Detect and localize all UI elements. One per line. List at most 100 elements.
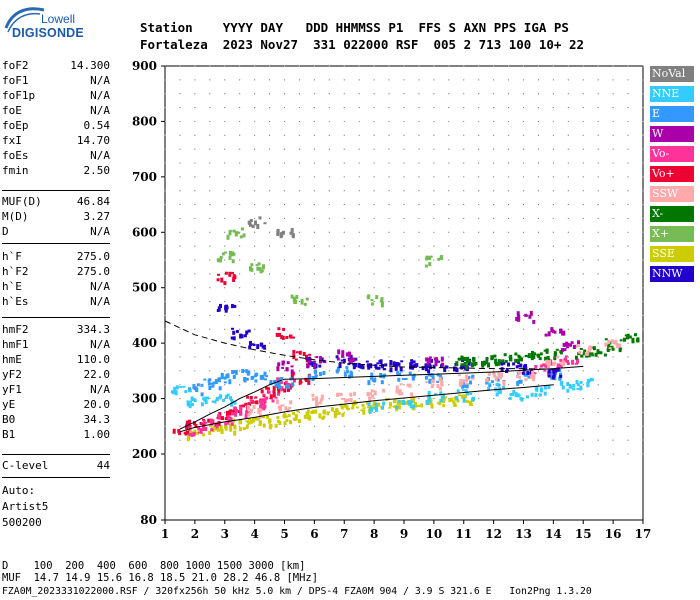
grid-dot — [612, 328, 614, 330]
grid-dot — [373, 356, 375, 358]
grid-dot — [448, 384, 450, 386]
grid-dot — [179, 120, 181, 123]
grid-dot — [343, 65, 345, 67]
grid-dot — [224, 314, 226, 317]
grid-dot — [343, 273, 345, 275]
grid-dot — [507, 300, 510, 303]
grid-dot — [418, 93, 420, 95]
grid-dot — [179, 79, 181, 81]
grid-dot — [313, 134, 315, 136]
grid-dot — [493, 245, 495, 247]
parameter-panel: foF2 14.300 foF1 N/A foF1p N/A foE N/A foEp 0.54 f… — [2, 58, 110, 178]
auto-code: 500200 — [2, 516, 42, 529]
grid-dot — [343, 176, 345, 178]
grid-dot — [298, 231, 301, 233]
grid-dot — [209, 79, 211, 81]
grid-dot — [597, 273, 599, 275]
grid-dot — [448, 259, 450, 261]
grid-dot — [298, 328, 301, 330]
grid-dot — [433, 162, 435, 164]
grid-dot — [179, 231, 181, 233]
param-name: fmin — [2, 164, 29, 177]
grid-dot — [373, 314, 375, 317]
echo-x-point — [545, 348, 563, 361]
grid-dot — [567, 190, 569, 192]
grid-dot — [463, 79, 465, 81]
grid-dot — [388, 356, 390, 358]
grid-dot — [522, 273, 525, 275]
grid-dot — [448, 342, 450, 344]
y-tick-label: 80 — [140, 513, 157, 527]
grid-dot — [582, 342, 584, 344]
grid-dot — [597, 79, 599, 81]
legend-item-nne: NNE — [650, 86, 694, 102]
grid-dot — [418, 217, 420, 220]
grid-dot — [507, 162, 510, 164]
grid-dot — [567, 397, 569, 400]
grid-dot — [448, 217, 450, 220]
grid-dot — [268, 411, 271, 414]
param-name: D — [2, 225, 9, 238]
grid-dot — [283, 176, 286, 178]
grid-dot — [298, 203, 301, 206]
grid-dot — [373, 162, 375, 164]
curve-solid-lower — [179, 384, 554, 433]
grid-dot — [254, 134, 256, 136]
grid-dot — [179, 273, 181, 275]
grid-dot — [448, 314, 450, 317]
grid-dot — [567, 314, 569, 317]
grid-dot — [179, 397, 181, 400]
grid-dot — [298, 190, 301, 192]
grid-dot — [612, 231, 614, 233]
grid-dot — [254, 439, 256, 441]
grid-dot — [448, 79, 450, 81]
grid-dot — [254, 217, 256, 220]
param-name: C-level — [2, 459, 49, 472]
grid-dot — [433, 217, 435, 220]
grid-dot — [552, 259, 554, 261]
grid-dot — [433, 356, 435, 358]
grid-dot — [358, 384, 360, 386]
grid-dot — [418, 134, 420, 136]
grid-dot — [597, 259, 599, 261]
grid-dot — [522, 411, 525, 414]
grid-dot — [403, 176, 405, 178]
grid-dot — [403, 203, 405, 206]
grid-dot — [642, 397, 644, 400]
grid-dot — [283, 134, 286, 136]
grid-dot — [627, 397, 629, 400]
param-name: B1 — [2, 428, 16, 441]
footer-muf-row: MUF 14.7 14.9 15.6 16.8 18.5 21.0 28.2 4… — [2, 572, 319, 584]
grid-dot — [194, 162, 196, 164]
grid-dot — [209, 342, 211, 344]
grid-dot — [433, 134, 435, 136]
grid-dot — [507, 176, 510, 178]
grid-dot — [224, 162, 226, 164]
grid-dot — [418, 397, 420, 400]
echo-nnw-point — [230, 327, 251, 341]
grid-dot — [433, 328, 435, 330]
grid-dot — [433, 411, 435, 414]
grid-dot — [313, 176, 315, 178]
grid-dot — [448, 411, 450, 414]
grid-dot — [283, 217, 286, 220]
grid-dot — [612, 162, 614, 164]
param-value: N/A — [90, 104, 110, 117]
grid-dot — [209, 176, 211, 178]
grid-dot — [567, 79, 569, 81]
echo-nnw-point — [547, 367, 563, 380]
grid-dot — [597, 370, 599, 372]
grid-dot — [298, 370, 301, 372]
grid-dot — [507, 245, 510, 247]
grid-dot — [567, 370, 569, 372]
grid-dot — [522, 300, 525, 303]
grid-dot — [268, 106, 271, 109]
grid-dot — [209, 93, 211, 95]
grid-dot — [358, 203, 360, 206]
grid-dot — [268, 176, 271, 178]
grid-dot — [194, 259, 196, 261]
grid-dot — [343, 120, 345, 123]
plot-frame — [164, 65, 644, 521]
grid-dot — [612, 79, 614, 81]
